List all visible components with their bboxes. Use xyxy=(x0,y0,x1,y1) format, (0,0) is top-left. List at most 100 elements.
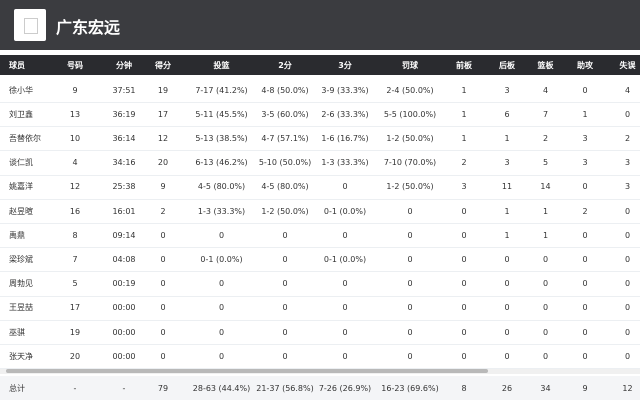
cell: 5 xyxy=(542,158,549,168)
cell: 0 xyxy=(342,230,348,240)
cell: 09:14 xyxy=(112,230,136,240)
cell: 0 xyxy=(461,206,467,216)
cell: - xyxy=(122,383,126,393)
column-header[interactable]: 失误 xyxy=(619,60,636,70)
player-row: 赵昱暄 16 16:01 2 1-3 (33.3%) 1-2 (50.0%) 0-1 (0.… xyxy=(0,199,640,224)
cell: 14 xyxy=(540,182,551,192)
cell: 79 xyxy=(157,383,169,393)
cell: 0 xyxy=(282,303,288,313)
scroll-thumb[interactable] xyxy=(6,369,488,373)
cell: 0 xyxy=(342,351,348,361)
cell: 0 xyxy=(582,254,588,264)
column-header[interactable]: 投篮 xyxy=(213,60,230,70)
column-header[interactable]: 3分 xyxy=(338,60,352,70)
cell: 0 xyxy=(160,327,166,337)
cell: 12 xyxy=(622,383,633,393)
cell: 25:38 xyxy=(112,182,136,192)
player-row: 姚嘉洋 12 25:38 9 4-5 (80.0%) 4-5 (80.0%) 0 1-2 (5… xyxy=(0,175,640,200)
cell: 0 xyxy=(542,279,549,289)
cell: 4-5 (80.0%) xyxy=(261,182,309,192)
cell: 0 xyxy=(218,351,225,361)
cell: 16:01 xyxy=(112,206,136,216)
cell: 34 xyxy=(540,383,551,393)
column-header[interactable]: 篮板 xyxy=(537,60,554,70)
cell: 0 xyxy=(504,303,510,313)
column-header[interactable]: 球员 xyxy=(9,60,25,70)
scrollbar[interactable] xyxy=(0,368,640,374)
column-header[interactable]: 号码 xyxy=(67,60,83,70)
cell: 9 xyxy=(72,85,78,95)
cell: 00:00 xyxy=(112,351,136,361)
cell: 0 xyxy=(582,85,588,95)
cell: 0-1 (0.0%) xyxy=(200,254,243,264)
cell: 0 xyxy=(624,230,631,240)
column-header[interactable]: 后板 xyxy=(499,60,515,70)
cell: 19 xyxy=(69,327,81,337)
cell: 1 xyxy=(461,133,467,143)
column-header[interactable]: 罚球 xyxy=(402,60,418,70)
cell: 0 xyxy=(282,230,288,240)
cell: 0 xyxy=(542,254,549,264)
cell: 0 xyxy=(282,327,288,337)
cell: 0 xyxy=(218,303,225,313)
column-header[interactable]: 2分 xyxy=(278,60,292,70)
cell: 1-2 (50.0%) xyxy=(386,133,434,143)
cell: 3 xyxy=(582,133,588,143)
cell: 0 xyxy=(624,254,631,264)
cell: 3 xyxy=(582,158,588,168)
cell: 0 xyxy=(504,327,510,337)
cell: 赵昱暄 xyxy=(9,206,33,216)
cell: 12 xyxy=(69,182,81,192)
cell: 0 xyxy=(582,351,588,361)
cell: 0 xyxy=(461,230,467,240)
cell: 0 xyxy=(582,279,588,289)
cell: 0 xyxy=(407,351,413,361)
cell: 0 xyxy=(542,327,549,337)
cell: 0 xyxy=(542,303,549,313)
cell: 0 xyxy=(407,327,413,337)
cell: 6 xyxy=(504,109,510,119)
cell: 10 xyxy=(69,133,81,143)
cell: 17 xyxy=(157,109,169,119)
column-header[interactable]: 分钟 xyxy=(116,60,132,70)
cell: 0 xyxy=(624,206,631,216)
cell: 1-6 (16.7%) xyxy=(321,133,369,143)
cell: 0 xyxy=(461,254,467,264)
cell: 总计 xyxy=(9,383,25,393)
header-bar: 广东宏远 xyxy=(0,0,640,50)
cell: 1-2 (50.0%) xyxy=(386,182,434,192)
cell: 36:14 xyxy=(112,133,136,143)
cell: 20 xyxy=(69,351,81,361)
cell: 0 xyxy=(461,351,467,361)
cell: 36:19 xyxy=(112,109,136,119)
cell: 6-13 (46.2%) xyxy=(195,158,248,168)
column-header[interactable]: 前板 xyxy=(456,60,472,70)
cell: 16-23 (69.6%) xyxy=(381,383,439,393)
cell: 巫骐 xyxy=(9,327,25,337)
cell: 1 xyxy=(542,206,549,216)
cell: 2 xyxy=(160,206,166,216)
cell: 00:00 xyxy=(112,303,136,313)
player-row: 王昱喆 17 00:00 0 0 0 0 0 0 0 0 0 0 xyxy=(0,296,640,321)
cell: 5-11 (45.5%) xyxy=(195,109,248,119)
cell: 2-6 (33.3%) xyxy=(321,109,369,119)
cell: 0 xyxy=(160,351,166,361)
column-header[interactable]: 得分 xyxy=(155,60,171,70)
cell: 8 xyxy=(72,230,78,240)
cell: 2-4 (50.0%) xyxy=(386,85,434,95)
cell: 0 xyxy=(160,279,166,289)
column-header[interactable]: 助攻 xyxy=(577,60,593,70)
cell: 2 xyxy=(461,158,467,168)
player-row: 禹鼎 8 09:14 0 0 0 0 0 0 1 1 0 0 xyxy=(0,223,640,249)
cell: 00:19 xyxy=(112,279,136,289)
player-row: 张天净 20 00:00 0 0 0 0 0 0 0 0 0 0 xyxy=(0,344,640,370)
cell: 0 xyxy=(624,303,631,313)
cell: 0 xyxy=(504,254,510,264)
cell: 0 xyxy=(461,327,467,337)
cell: 1 xyxy=(582,109,588,119)
cell: 20 xyxy=(157,158,169,168)
cell: 5 xyxy=(72,279,78,289)
cell: 刘卫鑫 xyxy=(9,109,33,119)
cell: 4-7 (57.1%) xyxy=(261,133,309,143)
